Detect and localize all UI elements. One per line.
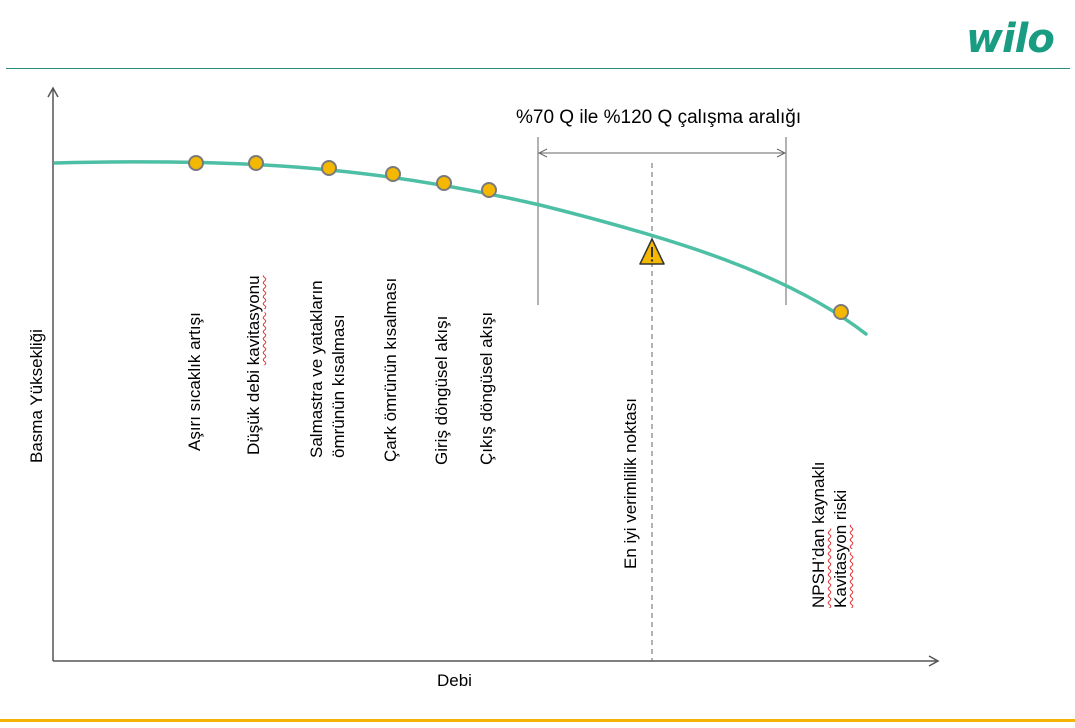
warning-triangle-icon [639,238,665,265]
label-bep: En iyi verimlilik noktası [621,398,640,569]
label-npsh-flagged: NPSH’dan [809,528,828,608]
label-cavitation-flagged: Kavitasyon [831,524,850,608]
label-seal-line1: Salmastra ve yatakların [307,280,326,458]
header-divider [6,68,1070,69]
wilo-logo: wilo [966,16,1055,62]
operating-range-label: %70 Q ile %120 Q çalışma aralığı [516,107,802,128]
label-seal-line2: ömrünün kısalması [329,314,348,458]
y-axis-label: Basma Yüksekliği [27,329,46,463]
label-inlet-recirculation: Giriş döngüsel akışı [432,315,451,465]
label-impeller-life: Çark ömrünün kısalması [381,277,400,462]
point-marker-2 [248,155,264,171]
label-low-flow-cavitation: Düşük debi kavitasyonu [243,275,265,455]
point-marker-4 [385,166,401,182]
label-low-flow-flagged: kavitasyonu [244,275,263,366]
label-npsh-rest: kaynaklı [809,461,828,529]
point-marker-3 [321,160,337,176]
label-npsh-cavitation: NPSH’dan kaynaklı Kavitasyon riski [808,462,852,608]
point-marker-npsh [833,304,849,320]
label-low-flow-prefix: Düşük debi [244,365,263,455]
label-risk-rest: riski [831,489,850,525]
label-outlet-recirculation: Çıkış döngüsel akışı [477,311,496,465]
pump-curve [53,160,868,336]
footer-accent-bar [0,719,1075,722]
label-npsh-line2: Kavitasyon riski [830,462,852,608]
point-marker-6 [481,182,497,198]
point-marker-1 [188,155,204,171]
x-axis-label: Debi [437,671,472,690]
point-marker-5 [436,175,452,191]
label-overheating: Aşırı sıcaklık artışı [185,312,204,451]
label-seal-bearing-life: Salmastra ve yatakların ömrünün kısalmas… [306,280,350,458]
label-npsh-line1: NPSH’dan kaynaklı [808,462,830,608]
